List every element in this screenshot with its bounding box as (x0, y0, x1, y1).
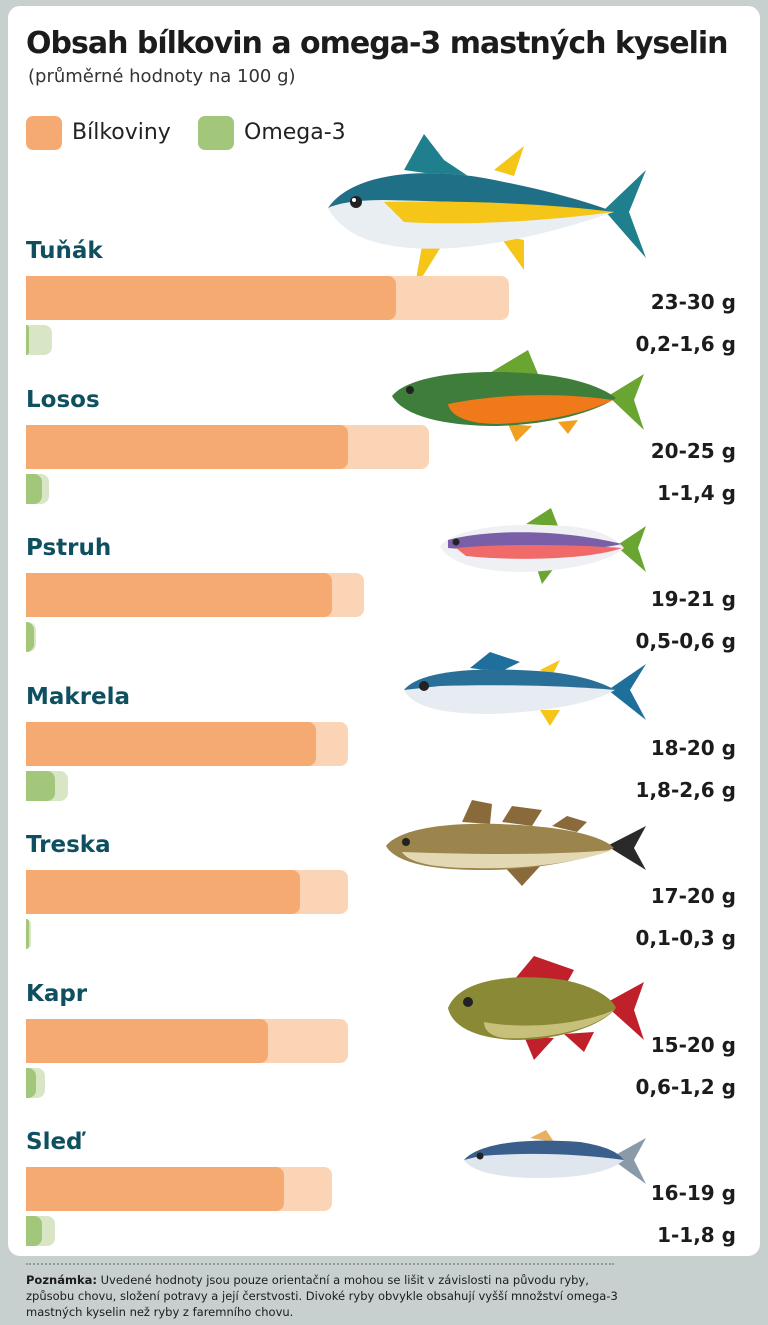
omega-bar-min-sled (26, 1216, 43, 1246)
legend-label-omega: Omega-3 (244, 120, 346, 145)
fish-name-pstruh: Pstruh (26, 535, 112, 561)
protein-bar-min-kapr (26, 1018, 268, 1063)
omega-bar-min-makrela (26, 770, 55, 801)
omega-bar-min-treska (26, 919, 29, 949)
omega-value-treska: 0,1-0,3 g (635, 926, 736, 950)
legend-swatch-protein (26, 116, 62, 150)
fish-name-makrela: Makrela (26, 683, 131, 710)
protein-bar-min-makrela (26, 721, 316, 766)
tuna-icon (328, 134, 646, 290)
fish-name-sled: Sleď (26, 1129, 83, 1155)
omega-value-makrela: 1,8-2,6 g (635, 777, 736, 802)
omega-bar-min-tunak (26, 325, 30, 355)
omega-bar-min-pstruh (26, 622, 35, 652)
footnote-text: Uvedené hodnoty jsou pouze orientační a … (26, 1273, 618, 1319)
fish-name-losos: Losos (26, 386, 100, 413)
trout-icon (440, 508, 646, 584)
protein-bar-min-treska (26, 870, 300, 914)
protein-bar-min-tunak (26, 276, 397, 320)
protein-value-sled: 16-19 g (650, 1181, 736, 1205)
protein-value-losos: 20-25 g (650, 438, 736, 463)
protein-bar-min-pstruh (26, 573, 332, 617)
protein-value-tunak: 23-30 g (650, 290, 736, 314)
legend-swatch-omega (198, 116, 234, 150)
omega-bar-min-kapr (26, 1067, 36, 1098)
protein-value-kapr: 15-20 g (650, 1032, 736, 1057)
protein-value-treska: 17-20 g (650, 884, 736, 908)
omega-bar-min-losos (26, 473, 43, 504)
omega-value-losos: 1-1,4 g (657, 480, 736, 505)
omega-value-kapr: 0,6-1,2 g (635, 1074, 736, 1099)
footnote: Poznámka: Uvedené hodnoty jsou pouze ori… (26, 1272, 626, 1320)
cod-icon (386, 800, 646, 886)
fish-name-kapr: Kapr (26, 980, 88, 1007)
chart-subtitle: (průměrné hodnoty na 100 g) (28, 66, 296, 87)
omega-bar-range-tunak (26, 325, 52, 355)
footnote-label: Poznámka: (26, 1273, 97, 1287)
omega-value-pstruh: 0,5-0,6 g (635, 629, 736, 653)
fish-name-tunak: Tuňák (26, 238, 103, 264)
fish-name-treska: Treska (26, 832, 111, 858)
mackerel-icon (404, 652, 646, 726)
herring-icon (464, 1130, 646, 1184)
legend-label-protein: Bílkoviny (72, 120, 171, 145)
carp-icon (448, 956, 644, 1060)
salmon-icon (392, 350, 644, 442)
protein-value-makrela: 18-20 g (650, 735, 736, 760)
footnote-divider (26, 1263, 614, 1265)
protein-bar-min-losos (26, 424, 348, 469)
omega-value-tunak: 0,2-1,6 g (635, 332, 736, 356)
protein-bar-min-sled (26, 1167, 284, 1211)
omega-value-sled: 1-1,8 g (657, 1223, 736, 1247)
protein-value-pstruh: 19-21 g (650, 587, 736, 611)
chart-title: Obsah bílkovin a omega-3 mastných kyseli… (26, 26, 729, 61)
